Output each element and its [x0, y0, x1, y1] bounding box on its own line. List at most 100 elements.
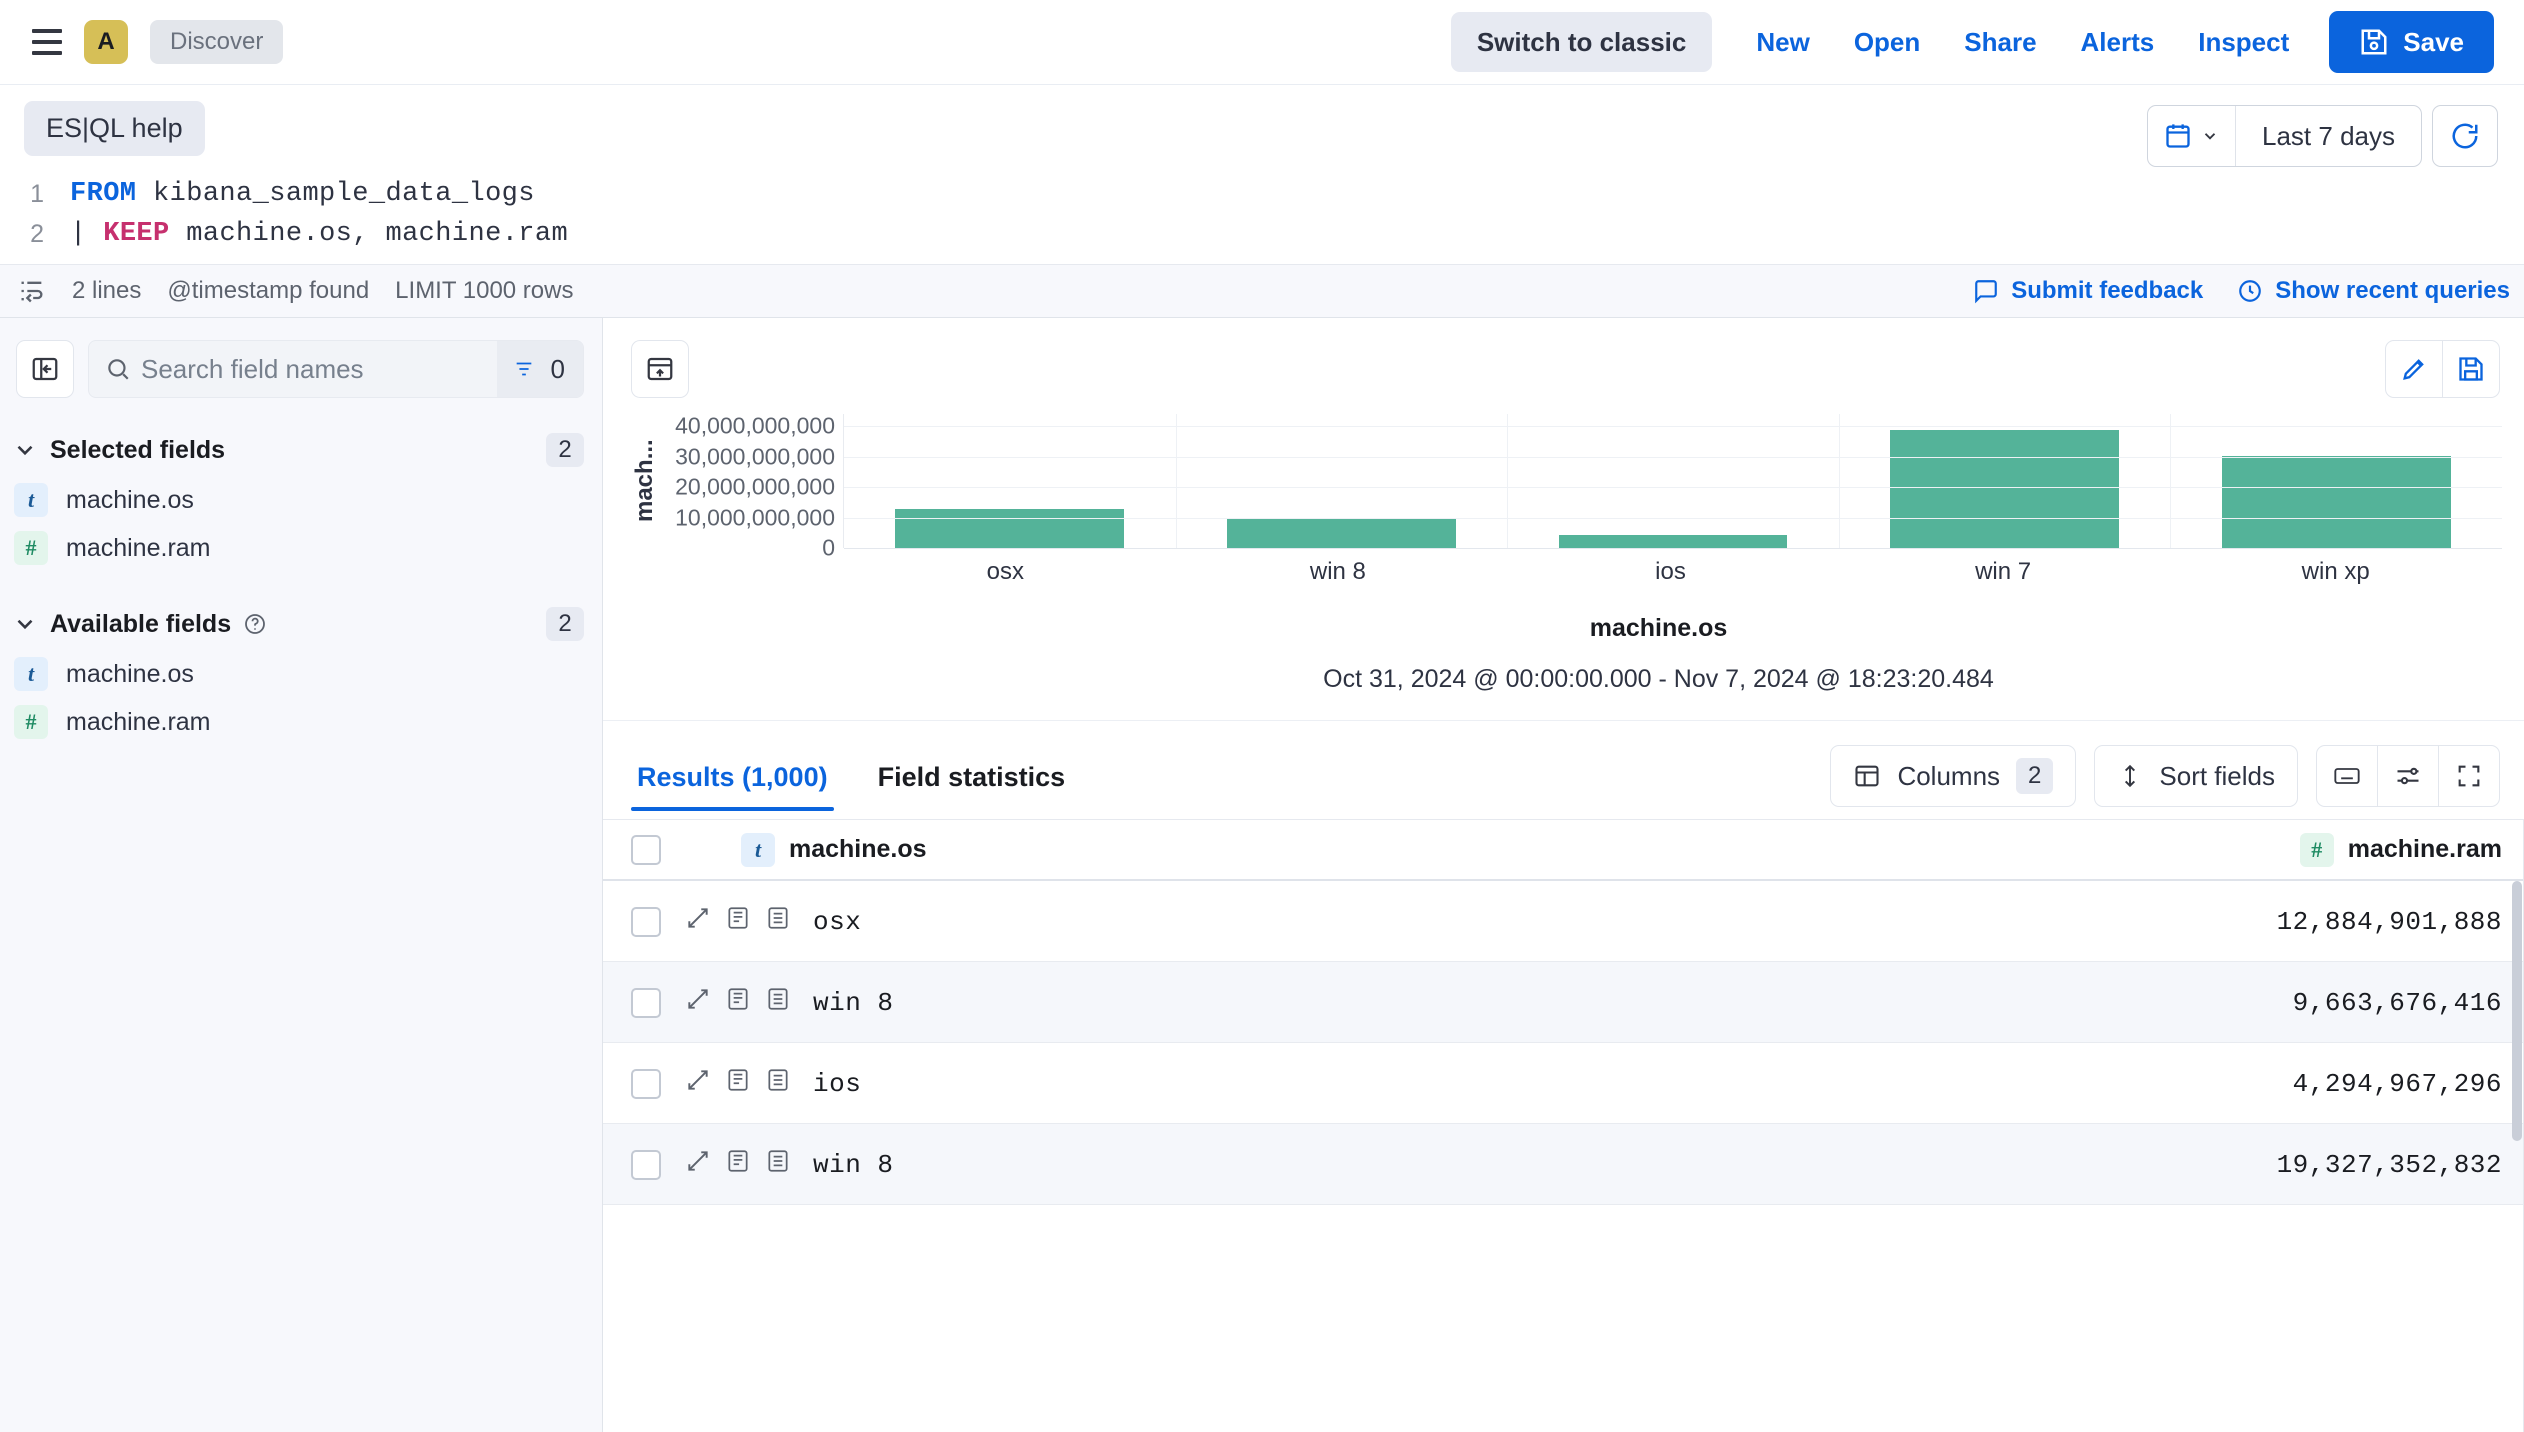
search-field-names-wrapper[interactable]: 0: [88, 340, 584, 398]
line-number: 2: [30, 219, 44, 248]
sidebar-field-machine-ram-selected[interactable]: # machine.ram: [0, 524, 602, 572]
field-filter-button[interactable]: 0: [496, 341, 583, 397]
date-range-label[interactable]: Last 7 days: [2262, 120, 2395, 151]
chart-bar[interactable]: [1890, 430, 2119, 548]
field-name: machine.os: [66, 659, 194, 688]
gridline: [844, 456, 2502, 458]
hamburger-menu-icon[interactable]: [24, 19, 70, 65]
column-header-machine-ram[interactable]: # machine.ram: [2104, 832, 2524, 867]
table-row[interactable]: win 8 19,327,352,832: [603, 1124, 2524, 1205]
switch-to-classic-button[interactable]: Switch to classic: [1450, 12, 1713, 72]
sidebar-field-machine-ram-available[interactable]: # machine.ram: [0, 698, 602, 746]
keyword-from: FROM: [70, 179, 137, 209]
display-options-icon[interactable]: [2377, 745, 2439, 807]
tab-field-statistics[interactable]: Field statistics: [877, 761, 1066, 792]
bar-slot: [844, 414, 1176, 548]
row-checkbox[interactable]: [631, 988, 661, 1018]
search-input[interactable]: [141, 353, 497, 385]
sort-fields-button[interactable]: Sort fields: [2094, 745, 2298, 807]
chart-bar[interactable]: [1226, 518, 1456, 548]
table-columns-icon: [1853, 762, 1881, 790]
filter-row-icon[interactable]: [725, 986, 751, 1012]
sidebar-field-machine-os-selected[interactable]: t machine.os: [0, 476, 602, 524]
calendar-icon[interactable]: [2148, 106, 2237, 166]
date-picker-main[interactable]: Last 7 days: [2147, 105, 2422, 167]
filter-row-icon[interactable]: [725, 1148, 751, 1174]
number-field-type-icon: #: [14, 705, 48, 739]
esql-help-row: ES|QL help: [0, 85, 2524, 168]
results-toolbar: Results (1,000) Field statistics Columns…: [603, 720, 2524, 819]
chart-time-range-label: Oct 31, 2024 @ 00:00:00.000 - Nov 7, 202…: [1323, 665, 1994, 693]
pencil-icon[interactable]: [2385, 340, 2443, 398]
breadcrumb[interactable]: Discover: [150, 20, 284, 64]
cell-machine-ram: 19,327,352,832: [2276, 1150, 2502, 1180]
selected-fields-count: 2: [546, 433, 584, 467]
question-circle-icon[interactable]: [243, 612, 267, 636]
selected-fields-header[interactable]: Selected fields 2: [0, 424, 602, 476]
columns-button-label: Columns: [1897, 760, 2001, 791]
number-field-type-icon: #: [14, 531, 48, 565]
cell-machine-ram: 4,294,967,296: [2292, 1069, 2502, 1099]
expand-row-icon[interactable]: [685, 905, 711, 931]
chart-bar[interactable]: [895, 508, 1125, 548]
chart-toggle-icon[interactable]: [631, 340, 689, 398]
submit-feedback-label: Submit feedback: [2011, 277, 2204, 304]
row-checkbox[interactable]: [631, 1069, 661, 1099]
cell-machine-ram: 12,884,901,888: [2276, 907, 2502, 937]
keyboard-icon[interactable]: [2316, 745, 2378, 807]
view-details-icon[interactable]: [765, 905, 791, 931]
column-header-machine-os[interactable]: t machine.os: [685, 832, 2104, 867]
columns-button[interactable]: Columns 2: [1830, 745, 2077, 807]
chart-bar[interactable]: [1558, 534, 1788, 548]
table-row[interactable]: win 8 9,663,676,416: [603, 962, 2524, 1043]
expand-row-icon[interactable]: [685, 1148, 711, 1174]
nav-link-alerts[interactable]: Alerts: [2080, 27, 2155, 57]
grid-vertical-scrollbar[interactable]: [2512, 881, 2522, 1141]
text-wrap-icon[interactable]: [18, 277, 46, 305]
chart-plot-area: mach... 40,000,000,000 30,000,000,000 20,0…: [603, 398, 2524, 561]
view-details-icon[interactable]: [765, 1148, 791, 1174]
nav-link-open[interactable]: Open: [1853, 27, 1921, 57]
tab-results[interactable]: Results (1,000): [631, 754, 834, 811]
view-details-icon[interactable]: [765, 1067, 791, 1093]
esql-help-button[interactable]: ES|QL help: [24, 101, 205, 156]
available-fields-count: 2: [546, 607, 584, 641]
avatar[interactable]: A: [84, 20, 128, 64]
nav-link-inspect[interactable]: Inspect: [2198, 27, 2290, 57]
row-checkbox[interactable]: [631, 1150, 661, 1180]
filter-row-icon[interactable]: [725, 1067, 751, 1093]
save-icon[interactable]: [2442, 340, 2500, 398]
chart-bar[interactable]: [2221, 456, 2451, 548]
submit-feedback-link[interactable]: Submit feedback: [1973, 277, 2203, 305]
line-count-label: 2 lines: [72, 277, 142, 304]
expand-row-icon[interactable]: [685, 986, 711, 1012]
select-all-checkbox[interactable]: [631, 834, 661, 865]
fields-sidebar: 0 Selected fields 2 t machine.os # m: [0, 318, 603, 1432]
show-recent-queries-link[interactable]: Show recent queries: [2237, 277, 2510, 305]
x-axis-tick-labels: osx win 8 ios win 7 win xp: [811, 558, 2524, 586]
esql-query-editor[interactable]: 1 FROM kibana_sample_data_logs 2 | KEEP …: [0, 168, 2524, 264]
vertical-gridline: [1838, 414, 1840, 548]
collapse-sidebar-icon[interactable]: [16, 340, 74, 398]
nav-link-share[interactable]: Share: [1964, 27, 2037, 57]
save-button[interactable]: Save: [2329, 11, 2494, 73]
show-recent-queries-label: Show recent queries: [2275, 277, 2510, 304]
available-fields-header[interactable]: Available fields 2: [0, 598, 602, 650]
x-axis-tick-label: win 7: [1975, 558, 2032, 585]
sidebar-field-machine-os-available[interactable]: t machine.os: [0, 650, 602, 698]
cell-machine-ram: 9,663,676,416: [2292, 988, 2502, 1018]
fullscreen-icon[interactable]: [2438, 745, 2500, 807]
expand-row-icon[interactable]: [685, 1067, 711, 1093]
view-details-icon[interactable]: [765, 986, 791, 1012]
row-checkbox-cell: [631, 962, 685, 1018]
filter-row-icon[interactable]: [725, 905, 751, 931]
nav-link-new[interactable]: New: [1756, 27, 1810, 57]
refresh-icon[interactable]: [2432, 105, 2498, 167]
row-actions: [685, 1043, 791, 1093]
clock-history-icon: [2237, 278, 2263, 304]
row-checkbox[interactable]: [631, 907, 661, 937]
table-row[interactable]: ios 4,294,967,296: [603, 1043, 2524, 1124]
table-row[interactable]: osx 12,884,901,888: [603, 881, 2524, 962]
sort-fields-label: Sort fields: [2159, 760, 2275, 791]
